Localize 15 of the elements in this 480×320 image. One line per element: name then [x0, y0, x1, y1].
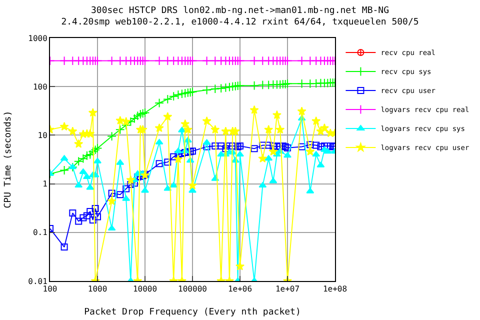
y-tick-label: 100 [32, 82, 48, 92]
x-tick-label: 1000 [88, 284, 108, 294]
x-axis-title: Packet Drop Frequency (Every nth packet) [84, 307, 301, 318]
x-tick-label: 1e+08 [322, 284, 348, 294]
chart-title: 300sec HSTCP DRS lon02.mb-ng.net->man01.mb-ng.net MB-NG 2.4.20smp web100-2.2.1, e1000-4.4.12 rxint 64/64, txqueuelen 500/5 [61, 6, 419, 28]
y-tick-label: 1 [42, 180, 48, 189]
y-axis-title: CPU Time (seconds) [3, 110, 14, 208]
y-tick-label: 0.01 [28, 276, 48, 286]
x-tick-label: 10000 [132, 284, 158, 294]
y-tick-label: 0.1 [32, 228, 48, 238]
x-tick-label: 1e+06 [228, 284, 252, 294]
x-tick-label: 100000 [178, 284, 208, 294]
y-tick-label: 10 [38, 131, 48, 140]
y-tick-label: 1000 [28, 34, 48, 43]
x-tick-label: 1e+07 [275, 284, 300, 294]
